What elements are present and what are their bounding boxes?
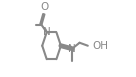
Text: N: N: [68, 44, 76, 54]
Text: N: N: [43, 27, 51, 37]
Text: O: O: [40, 2, 49, 12]
Text: OH: OH: [92, 41, 108, 51]
